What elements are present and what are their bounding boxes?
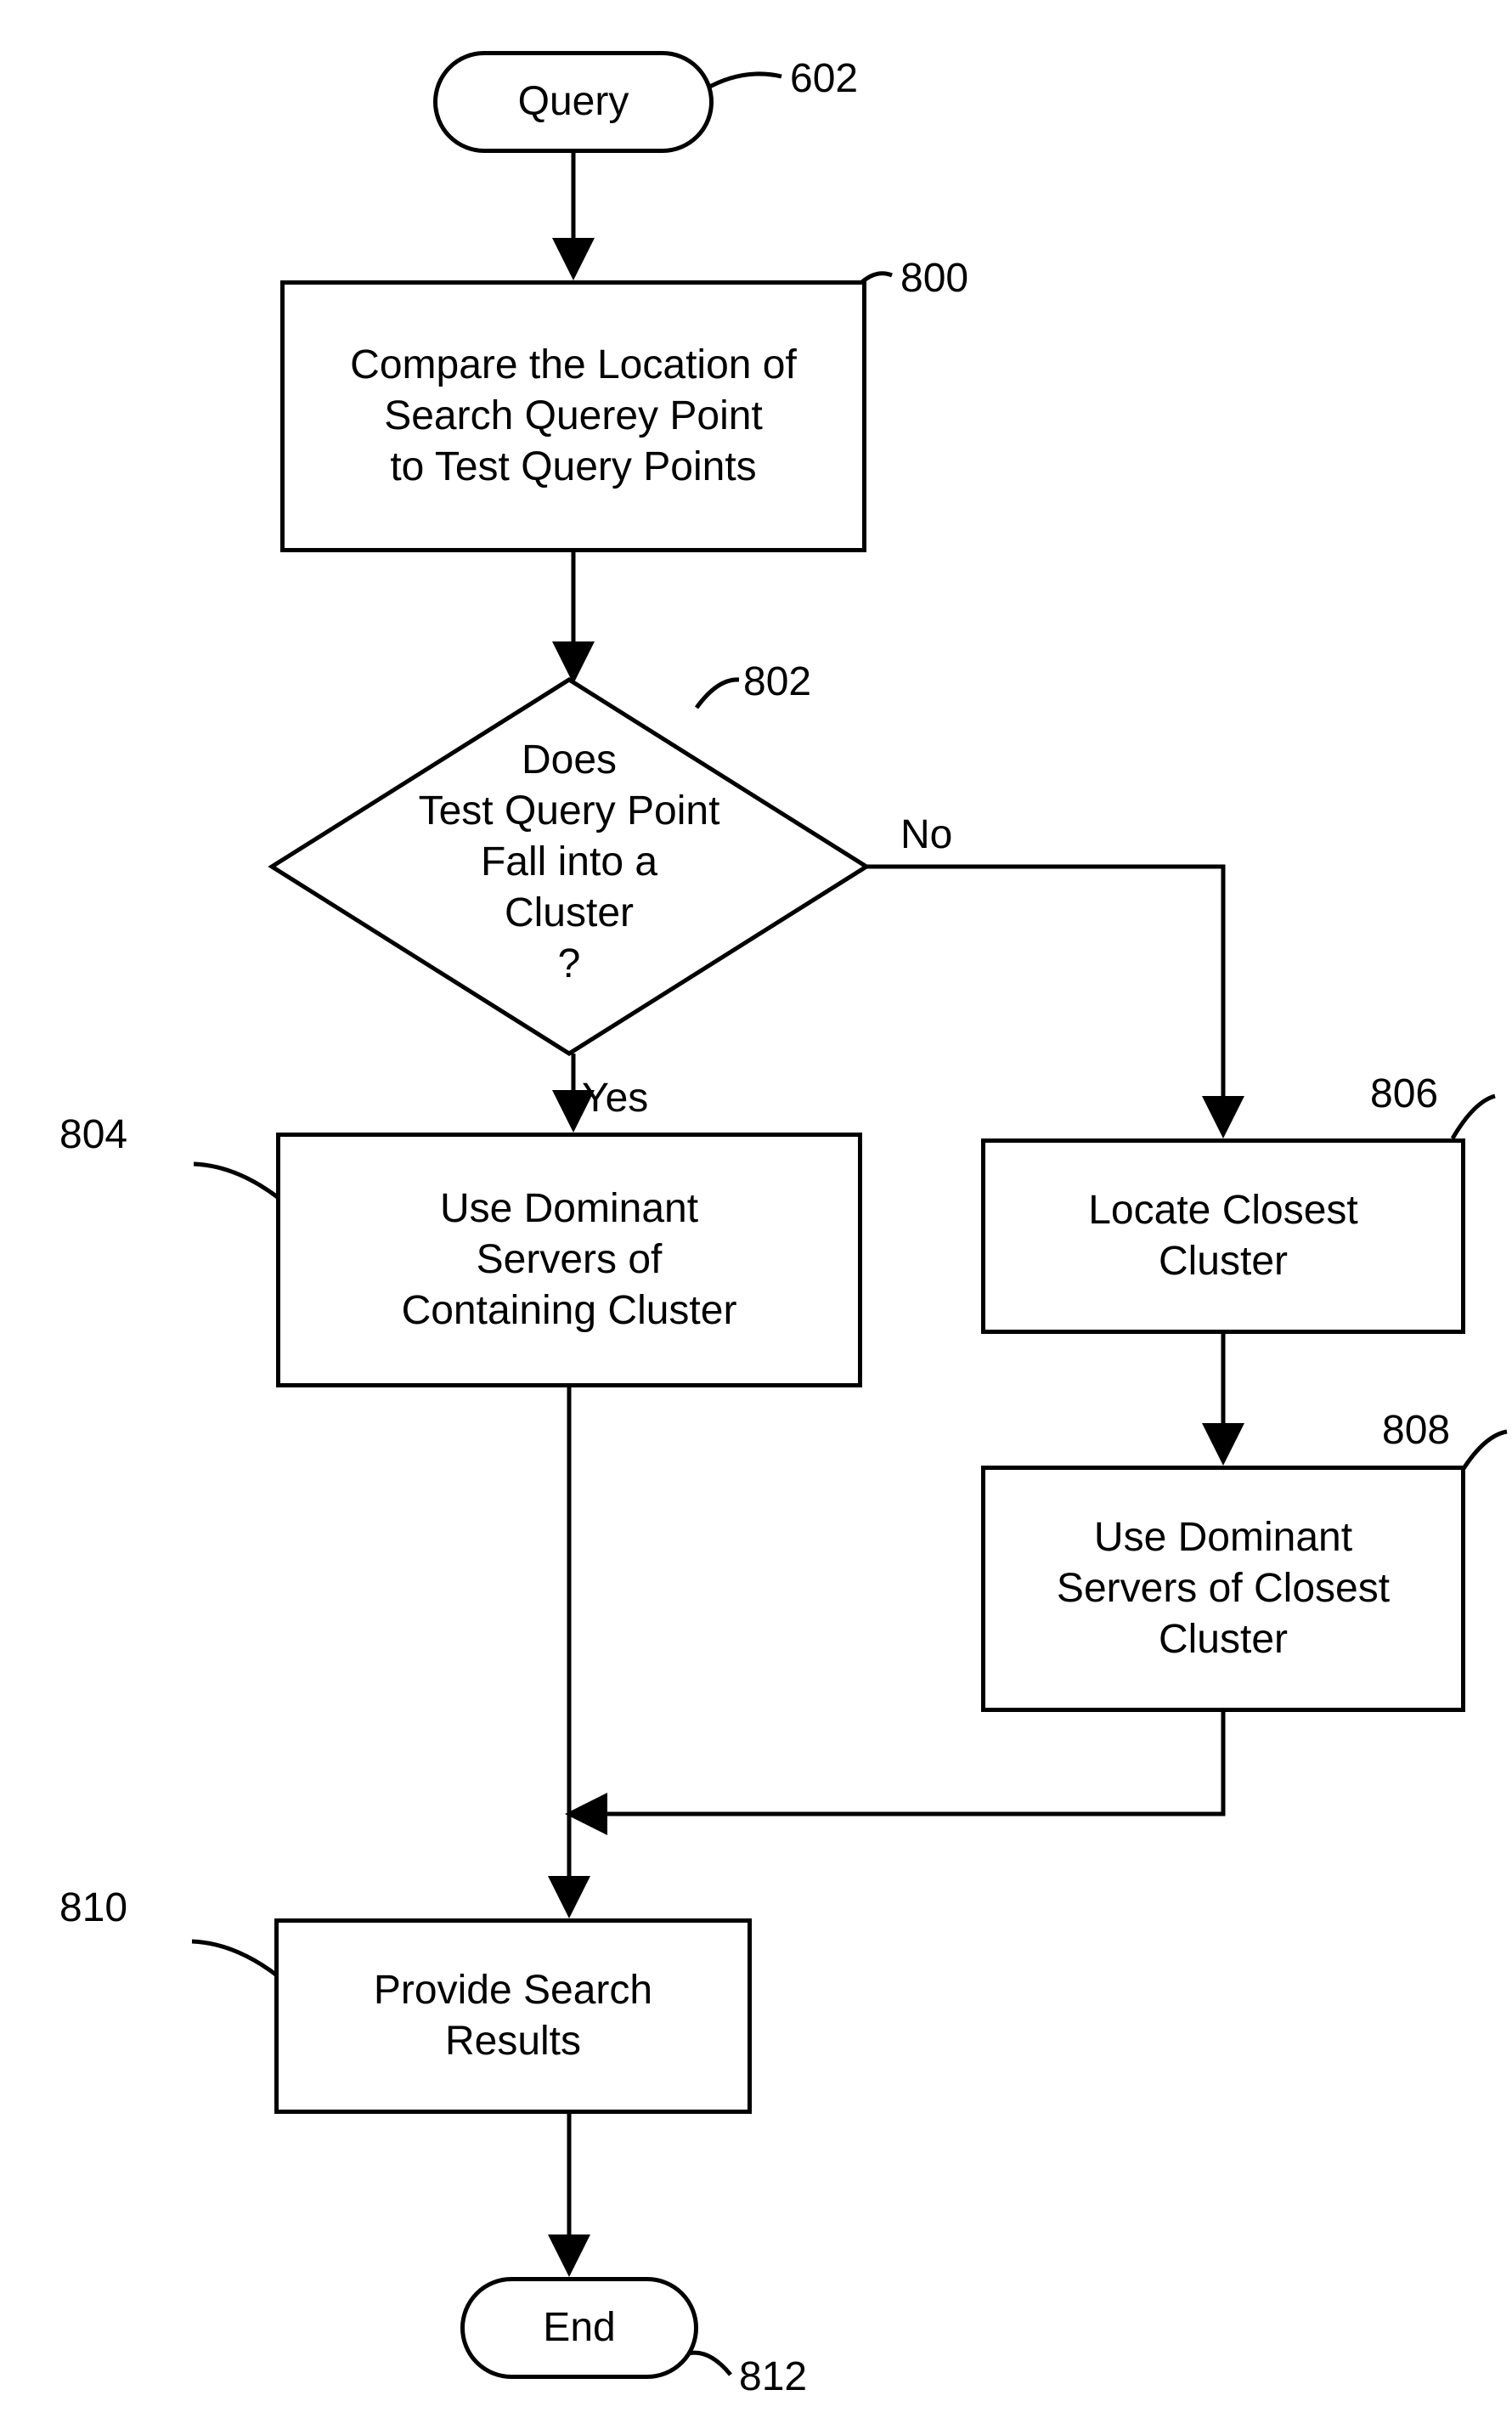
process-use-dominant-closest: Use DominantServers of ClosestCluster xyxy=(981,1466,1465,1712)
process-provide-results: Provide SearchResults xyxy=(274,1918,752,2114)
process-locate-closest: Locate ClosestCluster xyxy=(981,1138,1465,1334)
ref-label: 602 xyxy=(790,55,858,102)
decision-label: DoesTest Query PointFall into aCluster? xyxy=(374,735,764,990)
ref-label: 810 xyxy=(59,1884,127,1931)
ref-label: 800 xyxy=(900,255,968,302)
process-compare-location: Compare the Location ofSearch Querey Poi… xyxy=(280,280,866,552)
ref-label: 804 xyxy=(59,1111,127,1158)
node-label: Use DominantServers of ClosestCluster xyxy=(1057,1512,1390,1665)
node-label: Use DominantServers ofContaining Cluster xyxy=(402,1184,737,1336)
flowchart-canvas: Query Compare the Location ofSearch Quer… xyxy=(0,0,1512,2435)
terminator-end: End xyxy=(460,2277,698,2379)
process-use-dominant-containing: Use DominantServers ofContaining Cluster xyxy=(276,1133,862,1387)
edge-label-no: No xyxy=(900,811,952,858)
node-label: Provide SearchResults xyxy=(374,1965,652,2067)
terminator-query: Query xyxy=(433,51,714,153)
ref-label: 802 xyxy=(743,658,811,705)
node-label: Locate ClosestCluster xyxy=(1088,1185,1358,1287)
node-label: Compare the Location ofSearch Querey Poi… xyxy=(350,340,797,493)
ref-label: 808 xyxy=(1382,1407,1450,1454)
node-label: Query xyxy=(518,76,629,127)
ref-label: 806 xyxy=(1370,1071,1438,1117)
node-label: End xyxy=(543,2302,615,2353)
edge-label-yes: Yes xyxy=(582,1075,648,1121)
ref-label: 812 xyxy=(739,2353,807,2400)
